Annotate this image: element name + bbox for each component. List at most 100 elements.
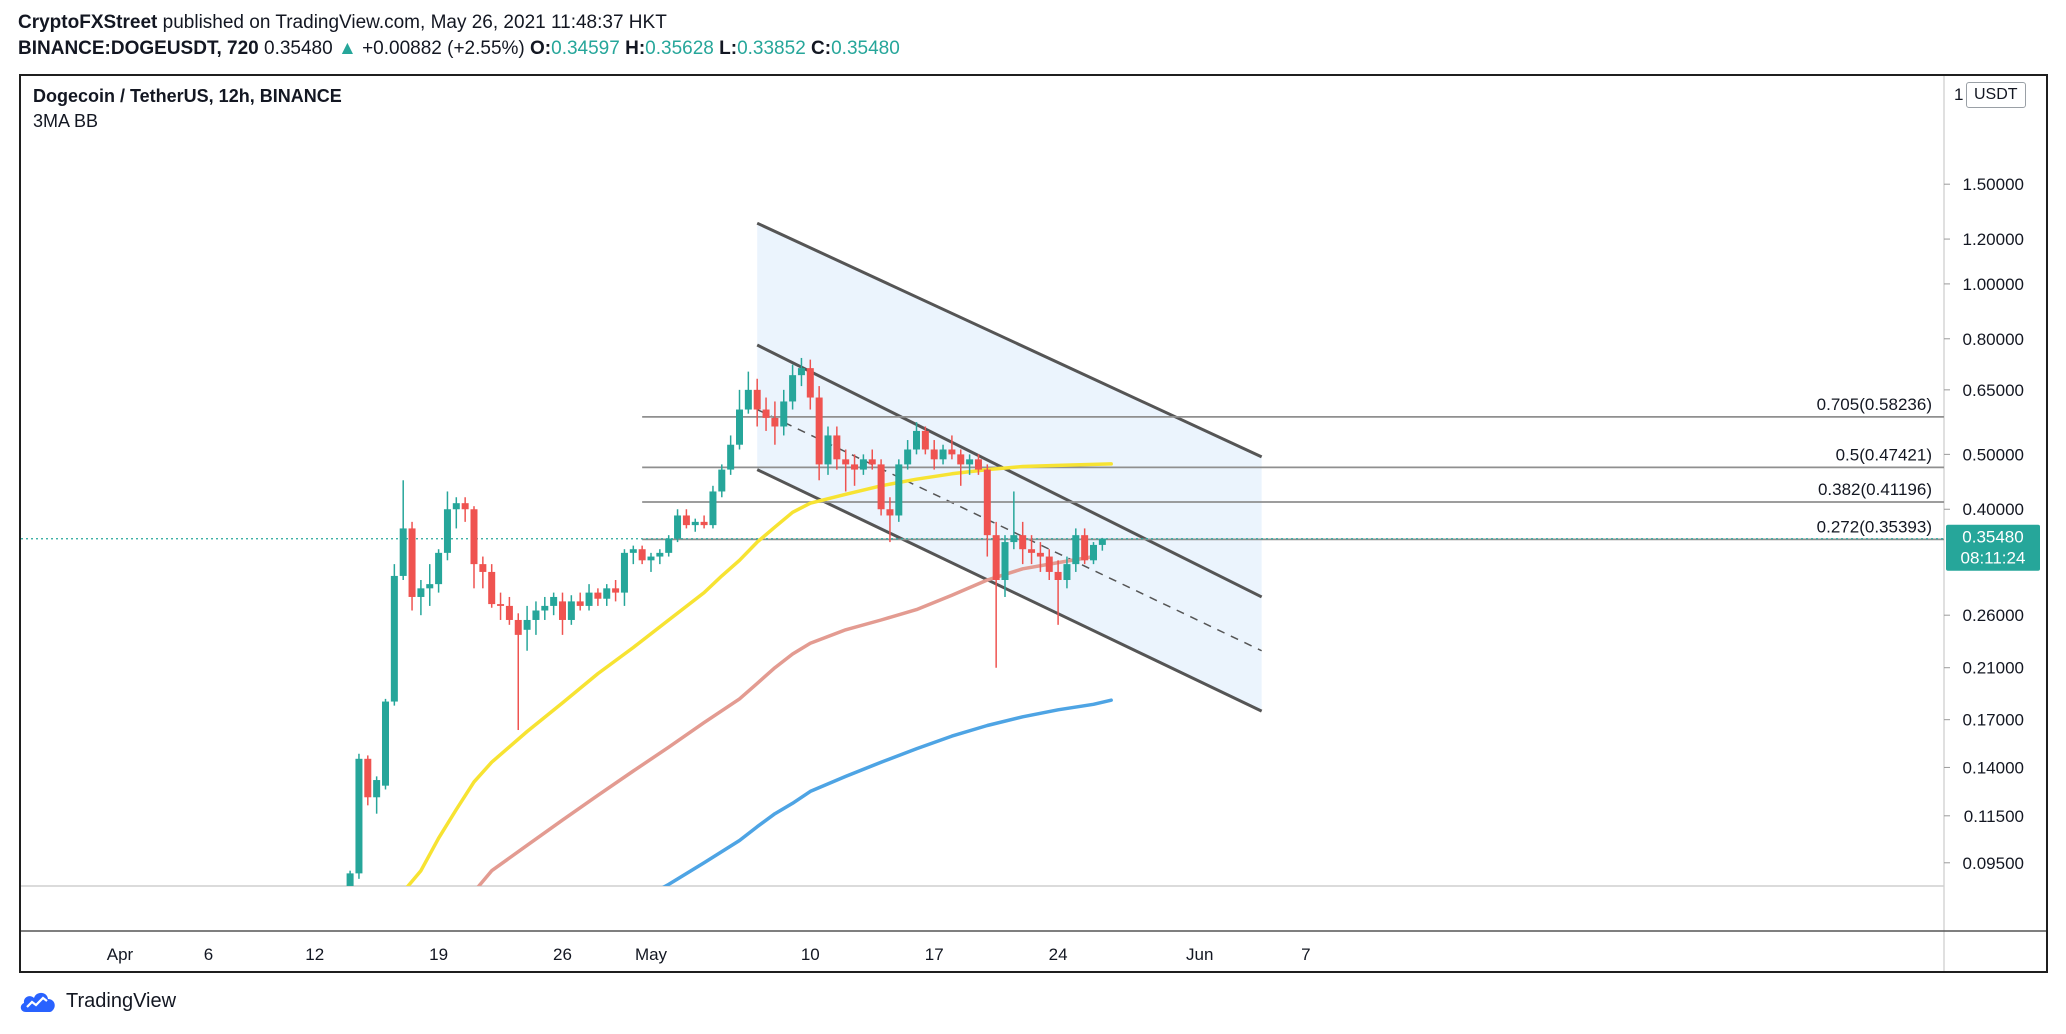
candle-body	[594, 592, 602, 599]
tradingview-wordmark: TradingView	[66, 989, 177, 1012]
fib-level-label-0: 0.705(0.58236)	[1817, 395, 1932, 414]
channel-outer-upper-line	[756, 221, 1263, 459]
time-axis-label: 7	[1301, 945, 1310, 964]
candle-body	[877, 464, 885, 510]
bar-countdown: 08:11:24	[1961, 549, 2026, 568]
candle-body	[1072, 535, 1080, 565]
candle-body	[1081, 535, 1089, 561]
candle-body	[930, 449, 938, 460]
price-axis-label: 1.50000	[1963, 175, 2024, 194]
candle-body	[851, 464, 859, 470]
candle-body	[514, 619, 522, 635]
publish-details: published on TradingView.com, May 26, 20…	[162, 12, 667, 33]
time-axis-label: 26	[553, 945, 572, 964]
candle-body	[727, 444, 735, 470]
candle-body	[921, 430, 929, 450]
chart-frame	[19, 74, 2048, 973]
channel-upper-line	[756, 343, 1263, 599]
high-label: H:	[625, 38, 646, 59]
candle-body	[797, 368, 805, 376]
price-tag-value: 0.35480	[1962, 528, 2023, 547]
candle-body	[638, 549, 646, 561]
candle-body	[718, 469, 726, 492]
candle-body	[736, 409, 743, 445]
price-axis-label: 0.09500	[1963, 854, 2024, 873]
low-value: 0.33852	[737, 38, 806, 59]
channel-lower-line	[756, 468, 1263, 713]
time-axis-label: 19	[429, 945, 448, 964]
close-value: 0.35480	[831, 38, 900, 59]
candle-body	[665, 538, 673, 553]
candle-body	[895, 464, 903, 516]
symbol-interval: BINANCE:DOGEUSDT, 720	[18, 38, 259, 59]
indicator-label[interactable]: 3MA BB	[33, 111, 99, 131]
close-label: C:	[811, 38, 832, 59]
price-change: +0.00882 (+2.55%)	[362, 38, 525, 59]
candle-body	[576, 601, 584, 606]
price-axis-label: 0.14000	[1963, 758, 2024, 777]
time-axis-label: Apr	[107, 945, 134, 964]
open-value: 0.34597	[551, 38, 620, 59]
candle-body	[346, 873, 354, 886]
time-axis: Apr 6 12 19 26 May 10 17 24 Jun 7	[107, 945, 1311, 964]
candle-body	[408, 528, 416, 597]
candle-body	[479, 564, 487, 572]
publisher-name: CryptoFXStreet	[18, 12, 158, 33]
price-axis-label: 0.26000	[1963, 606, 2024, 625]
candle-body	[523, 619, 531, 630]
candle-body	[966, 459, 974, 465]
candle-body	[948, 449, 956, 455]
candle-body	[620, 552, 628, 593]
candle-body	[700, 521, 708, 526]
chart-title: Dogecoin / TetherUS, 12h, BINANCE	[33, 86, 342, 106]
price-axis-label: 0.17000	[1963, 711, 2024, 730]
candle-body	[567, 601, 575, 620]
fib-level-label-1: 0.5(0.47421)	[1836, 445, 1932, 464]
fib-level-label-3: 0.272(0.35393)	[1817, 517, 1932, 536]
price-axis-label: 1.00000	[1963, 275, 2024, 294]
price-axis-label-partial: 1	[1954, 85, 1963, 104]
candle-body	[691, 521, 699, 526]
candle-body	[585, 592, 593, 606]
candle-body	[709, 491, 717, 526]
price-axis-label: 0.65000	[1963, 381, 2024, 400]
candle-body	[1010, 535, 1018, 543]
candle-body	[373, 780, 381, 798]
fibonacci-layer: 0.705(0.58236) 0.5(0.47421) 0.382(0.41196)…	[642, 395, 1944, 541]
time-axis-label: 10	[801, 945, 820, 964]
publish-info: CryptoFXStreet published on TradingView.…	[18, 12, 667, 34]
last-price: 0.35480	[264, 38, 333, 59]
candle-body	[559, 601, 566, 620]
time-axis-label: May	[635, 945, 668, 964]
price-axis-label: 0.21000	[1963, 659, 2024, 678]
candle-body	[1045, 556, 1053, 572]
candle-body	[550, 596, 558, 606]
tradingview-brand[interactable]: TradingView	[18, 988, 176, 1014]
candles-layer	[346, 357, 1106, 886]
candle-body	[603, 588, 611, 599]
moving-average-yellow	[405, 462, 1113, 886]
candle-body	[1019, 535, 1027, 550]
moving-averages-layer	[405, 462, 1113, 886]
currency-selector[interactable]: USDT	[1966, 82, 2026, 108]
candle-body	[842, 459, 850, 465]
time-axis-label: 17	[925, 945, 944, 964]
candle-body	[390, 575, 398, 702]
candle-body	[1090, 544, 1097, 561]
time-axis-label: 12	[305, 945, 324, 964]
candle-body	[983, 469, 991, 536]
candle-body	[824, 435, 832, 465]
low-label: L:	[719, 38, 738, 59]
symbol-info-line: BINANCE:DOGEUSDT, 720 0.35480 ▲ +0.00882…	[18, 38, 900, 60]
candle-body	[1054, 571, 1062, 580]
candle-body	[1001, 542, 1009, 580]
open-label: O:	[530, 38, 552, 59]
candle-body	[789, 375, 797, 402]
candle-body	[744, 389, 752, 410]
candle-body	[913, 430, 920, 450]
candle-body	[762, 409, 770, 418]
candle-body	[417, 588, 425, 597]
candle-body	[815, 397, 823, 465]
price-axis-label: 0.80000	[1963, 330, 2024, 349]
